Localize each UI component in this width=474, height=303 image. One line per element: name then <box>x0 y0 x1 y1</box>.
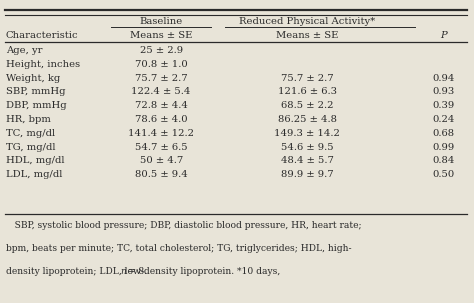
Text: 0.93: 0.93 <box>432 87 454 96</box>
Text: 149.3 ± 14.2: 149.3 ± 14.2 <box>274 129 340 138</box>
Text: Age, yr: Age, yr <box>6 46 42 55</box>
Text: 68.5 ± 2.2: 68.5 ± 2.2 <box>281 101 333 110</box>
Text: n: n <box>120 267 126 276</box>
Text: 0.50: 0.50 <box>432 170 454 179</box>
Text: 0.94: 0.94 <box>432 74 455 83</box>
Text: = 8.: = 8. <box>125 267 147 276</box>
Text: 48.4 ± 5.7: 48.4 ± 5.7 <box>281 156 334 165</box>
Text: 25 ± 2.9: 25 ± 2.9 <box>140 46 182 55</box>
Text: DBP, mmHg: DBP, mmHg <box>6 101 66 110</box>
Text: 121.6 ± 6.3: 121.6 ± 6.3 <box>278 87 337 96</box>
Text: 0.39: 0.39 <box>432 101 454 110</box>
Text: 80.5 ± 9.4: 80.5 ± 9.4 <box>135 170 188 179</box>
Text: LDL, mg/dl: LDL, mg/dl <box>6 170 62 179</box>
Text: Baseline: Baseline <box>139 17 183 26</box>
Text: P: P <box>440 31 447 40</box>
Text: 86.25 ± 4.8: 86.25 ± 4.8 <box>278 115 337 124</box>
Text: 70.8 ± 1.0: 70.8 ± 1.0 <box>135 60 188 69</box>
Text: Weight, kg: Weight, kg <box>6 74 60 83</box>
Text: 50 ± 4.7: 50 ± 4.7 <box>139 156 183 165</box>
Text: 54.7 ± 6.5: 54.7 ± 6.5 <box>135 143 188 152</box>
Text: 54.6 ± 9.5: 54.6 ± 9.5 <box>281 143 334 152</box>
Text: 72.8 ± 4.4: 72.8 ± 4.4 <box>135 101 188 110</box>
Text: Height, inches: Height, inches <box>6 60 80 69</box>
Text: density lipoprotein; LDL, low-density lipoprotein. *10 days,: density lipoprotein; LDL, low-density li… <box>6 267 283 276</box>
Text: Means ± SE: Means ± SE <box>130 31 192 40</box>
Text: HDL, mg/dl: HDL, mg/dl <box>6 156 64 165</box>
Text: Characteristic: Characteristic <box>6 31 78 40</box>
Text: 0.24: 0.24 <box>432 115 455 124</box>
Text: 141.4 ± 12.2: 141.4 ± 12.2 <box>128 129 194 138</box>
Text: 89.9 ± 9.7: 89.9 ± 9.7 <box>281 170 334 179</box>
Text: 0.99: 0.99 <box>432 143 454 152</box>
Text: 75.7 ± 2.7: 75.7 ± 2.7 <box>135 74 188 83</box>
Text: SBP, systolic blood pressure; DBP, diastolic blood pressure, HR, heart rate;: SBP, systolic blood pressure; DBP, diast… <box>6 221 361 230</box>
Text: Means ± SE: Means ± SE <box>276 31 338 40</box>
Text: SBP, mmHg: SBP, mmHg <box>6 87 65 96</box>
Text: Reduced Physical Activity*: Reduced Physical Activity* <box>239 17 375 26</box>
Text: bpm, beats per minute; TC, total cholesterol; TG, triglycerides; HDL, high-: bpm, beats per minute; TC, total cholest… <box>6 244 351 253</box>
Text: 0.84: 0.84 <box>432 156 455 165</box>
Text: 0.68: 0.68 <box>432 129 454 138</box>
Text: TC, mg/dl: TC, mg/dl <box>6 129 55 138</box>
Text: TG, mg/dl: TG, mg/dl <box>6 143 55 152</box>
Text: 75.7 ± 2.7: 75.7 ± 2.7 <box>281 74 334 83</box>
Text: 122.4 ± 5.4: 122.4 ± 5.4 <box>131 87 191 96</box>
Text: 78.6 ± 4.0: 78.6 ± 4.0 <box>135 115 188 124</box>
Text: HR, bpm: HR, bpm <box>6 115 51 124</box>
